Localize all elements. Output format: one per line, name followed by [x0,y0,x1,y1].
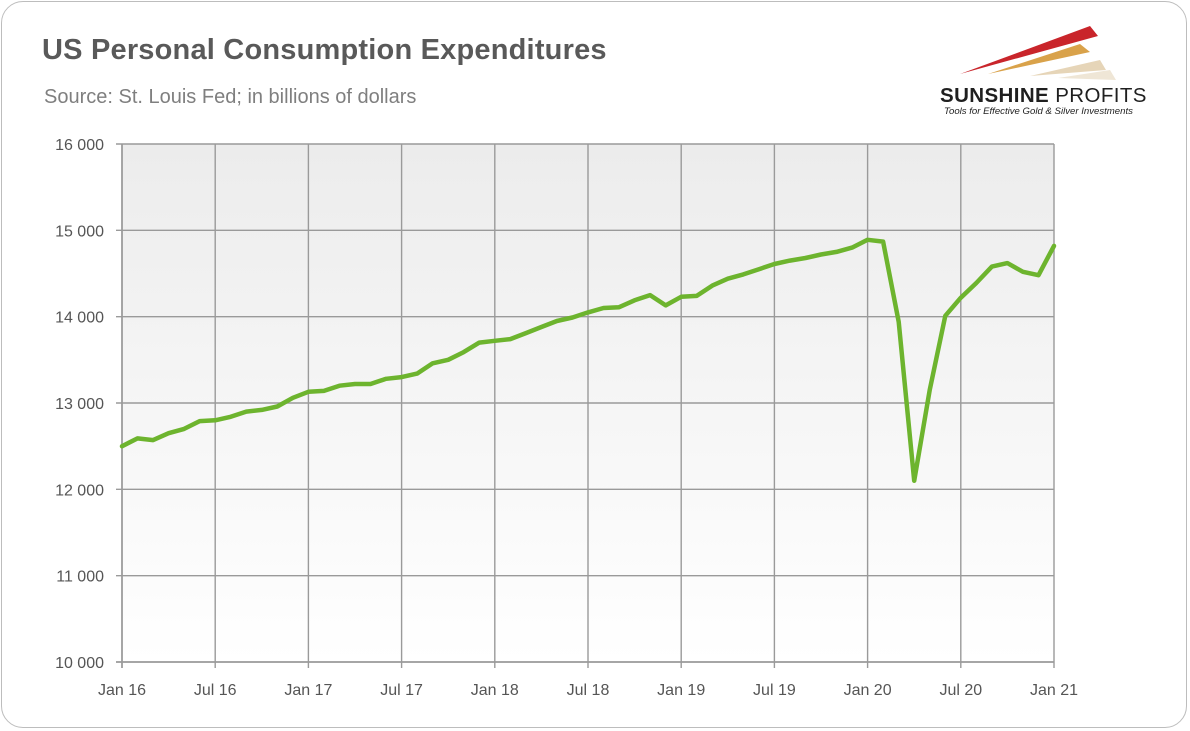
axes [116,144,1054,668]
logo-tagline: Tools for Effective Gold & Silver Invest… [944,106,1133,117]
logo-name-light: PROFITS [1049,84,1147,107]
x-tick-label: Jan 16 [98,682,146,699]
x-tick-label: Jul 17 [380,682,423,699]
logo-name-bold: SUNSHINE [940,84,1050,107]
chart-subtitle: Source: St. Louis Fed; in billions of do… [44,86,417,108]
y-axis-ticks: 10 000 11 000 12 000 13 000 14 000 15 000 16 0… [55,137,104,672]
x-tick-label: Jul 18 [567,682,610,699]
y-tick-label: 11 000 [56,569,104,586]
x-tick-label: Jul 20 [939,682,982,699]
x-tick-label: Jan 21 [1030,682,1078,699]
y-tick-label: 14 000 [55,310,104,327]
logo-rays-icon [960,26,1116,80]
x-axis-ticks: Jan 16 Jul 16 Jan 17 Jul 17 Jan 18 Jul 18 Jan … [98,682,1078,699]
logo-name: SUNSHINE PROFITS [940,84,1147,108]
x-tick-label: Jan 20 [844,682,892,699]
chart-title: US Personal Consumption Expenditures [42,34,607,66]
y-tick-label: 10 000 [55,655,104,672]
y-tick-label: 15 000 [55,223,104,240]
x-tick-label: Jan 18 [471,682,519,699]
x-tick-label: Jan 17 [284,682,332,699]
series-line-pce [119,237,1057,483]
y-tick-label: 13 000 [55,396,104,413]
sunshine-profits-logo: SUNSHINE PROFITS Tools for Effective Gol… [930,18,1175,123]
x-tick-label: Jul 19 [753,682,796,699]
x-tick-label: Jan 19 [657,682,705,699]
y-tick-label: 12 000 [55,482,104,499]
x-tick-label: Jul 16 [194,682,237,699]
y-tick-label: 16 000 [55,137,104,154]
